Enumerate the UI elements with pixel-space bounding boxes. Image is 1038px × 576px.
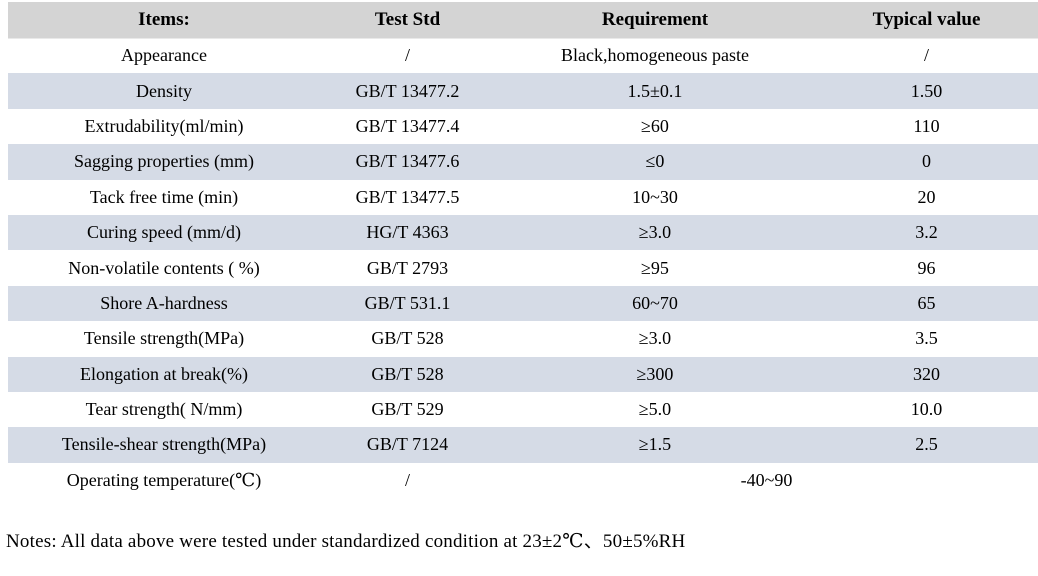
cell-typical-value: 110	[913, 115, 940, 136]
table-row: Tensile strength(MPa) GB/T 528 ≥3.0 3.5	[8, 321, 1038, 356]
cell-requirement: ≥3.0	[638, 328, 672, 349]
header-typical-value: Typical value	[815, 2, 1038, 39]
cell-item: Elongation at break(%)	[8, 356, 320, 392]
cell-requirement-merged: -40~90	[740, 469, 793, 490]
table-row: Appearance / Black,homogeneous paste /	[8, 38, 1038, 73]
cell-test-std: GB/T 13477.2	[320, 73, 495, 109]
table-row: Tack free time (min) GB/T 13477.5 10~30 …	[8, 180, 1038, 215]
cell-item: Shore A-hardness	[8, 285, 320, 322]
cell-test-std: GB/T 7124	[320, 427, 495, 463]
table-row: Non-volatile contents ( %) GB/T 2793 ≥95…	[8, 250, 1038, 285]
cell-test-std: HG/T 4363	[320, 214, 495, 251]
table-row: Operating temperature(℃) / -40~90	[8, 463, 1038, 498]
cell-item: Tear strength( N/mm)	[85, 399, 243, 420]
cell-item: Extrudability(ml/min)	[84, 115, 244, 136]
cell-requirement: 60~70	[495, 285, 815, 322]
table-row: Sagging properties (mm) GB/T 13477.6 ≤0 …	[8, 144, 1038, 180]
cell-test-std: GB/T 13477.6	[320, 144, 495, 180]
cell-test-std: /	[404, 469, 410, 490]
table-row: Shore A-hardness GB/T 531.1 60~70 65	[8, 285, 1038, 322]
cell-test-std: GB/T 531.1	[320, 285, 495, 322]
cell-requirement: ≥5.0	[638, 399, 672, 420]
cell-typical-value: 10.0	[910, 399, 943, 420]
header-requirement: Requirement	[495, 2, 815, 39]
cell-typical-value: 3.2	[815, 214, 1038, 251]
cell-typical-value: 0	[815, 144, 1038, 180]
cell-test-std: /	[404, 45, 410, 66]
table-row: Elongation at break(%) GB/T 528 ≥300 320	[8, 356, 1038, 392]
table-row: Curing speed (mm/d) HG/T 4363 ≥3.0 3.2	[8, 214, 1038, 251]
cell-requirement: 10~30	[632, 186, 678, 207]
cell-requirement: ≥95	[641, 257, 669, 278]
cell-item: Operating temperature(℃)	[66, 469, 262, 490]
cell-requirement: ≥3.0	[495, 214, 815, 251]
cell-typical-value: 3.5	[915, 328, 938, 349]
cell-requirement: ≤0	[495, 144, 815, 180]
cell-test-std: GB/T 13477.4	[355, 115, 460, 136]
cell-item: Appearance	[121, 45, 207, 66]
cell-test-std: GB/T 13477.5	[355, 186, 460, 207]
cell-typical-value: 1.50	[815, 73, 1038, 109]
cell-test-std: GB/T 528	[371, 328, 444, 349]
cell-item: Tensile-shear strength(MPa)	[8, 427, 320, 463]
cell-typical-value: 96	[917, 257, 936, 278]
cell-typical-value: 320	[815, 356, 1038, 392]
cell-typical-value: 65	[815, 285, 1038, 322]
cell-typical-value: 20	[917, 186, 936, 207]
cell-item: Sagging properties (mm)	[8, 144, 320, 180]
table-row: Density GB/T 13477.2 1.5±0.1 1.50	[8, 73, 1038, 109]
cell-requirement: ≥300	[495, 356, 815, 392]
cell-requirement: 1.5±0.1	[495, 73, 815, 109]
header-items: Items:	[8, 2, 320, 39]
cell-item: Tensile strength(MPa)	[83, 328, 245, 349]
header-row: Items: Test Std Requirement Typical valu…	[8, 2, 1038, 39]
cell-item: Non-volatile contents ( %)	[68, 257, 260, 278]
datasheet-page: Items: Test Std Requirement Typical valu…	[6, 2, 1038, 553]
table-row: Tensile-shear strength(MPa) GB/T 7124 ≥1…	[8, 427, 1038, 463]
spec-table: Items: Test Std Requirement Typical valu…	[8, 2, 1038, 498]
table-row: Tear strength( N/mm) GB/T 529 ≥5.0 10.0	[8, 392, 1038, 427]
notes-text: Notes: All data above were tested under …	[6, 531, 686, 553]
header-test-std: Test Std	[320, 2, 495, 39]
cell-test-std: GB/T 2793	[366, 257, 449, 278]
cell-item: Tack free time (min)	[89, 186, 239, 207]
cell-typical-value: 2.5	[815, 427, 1038, 463]
cell-typical-value: /	[923, 45, 929, 66]
cell-requirement: ≥60	[641, 115, 669, 136]
cell-test-std: GB/T 528	[320, 356, 495, 392]
cell-item: Curing speed (mm/d)	[8, 214, 320, 251]
cell-item: Density	[8, 73, 320, 109]
cell-test-std: GB/T 529	[371, 399, 444, 420]
cell-requirement: Black,homogeneous paste	[561, 45, 749, 66]
cell-requirement: ≥1.5	[495, 427, 815, 463]
table-row: Extrudability(ml/min) GB/T 13477.4 ≥60 1…	[8, 109, 1038, 144]
